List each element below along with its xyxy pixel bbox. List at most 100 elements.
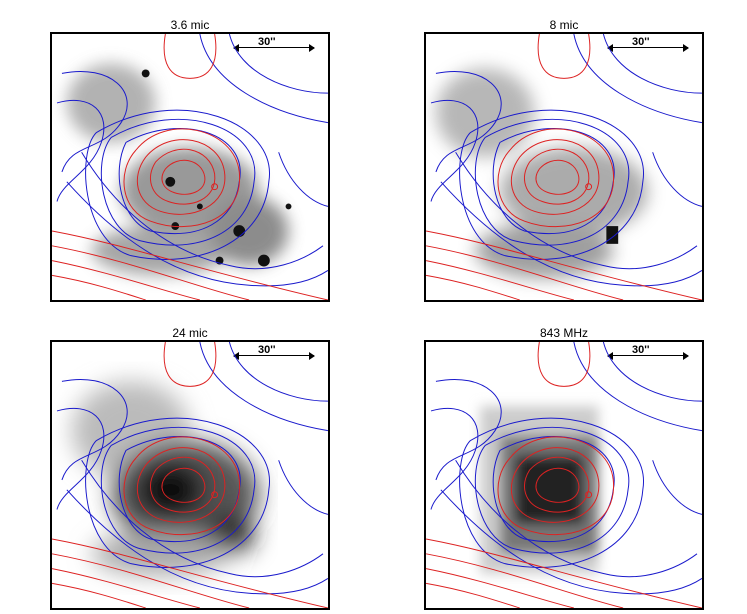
scale-bar: 30'' [607,344,689,360]
panel-title: 24 mic [172,326,208,340]
low-level-contour [66,181,328,287]
low-level-contour [573,342,702,432]
high-level-contour [426,568,574,608]
high-level-contour [163,34,217,79]
low-level-contour [602,342,702,402]
panel-title: 843 MHz [539,326,589,340]
contour-overlay [426,34,702,300]
high-level-contour [497,436,614,536]
low-level-contour [474,426,630,554]
panel-title: 3.6 mic [170,18,210,32]
high-level-contour [52,582,146,608]
high-level-contour [426,553,624,608]
high-level-contour [123,128,240,228]
high-level-contour [524,456,590,513]
low-level-contour [440,181,702,287]
high-level-contour [426,260,574,300]
low-level-contour [455,151,698,270]
peak-marker [585,491,593,499]
low-level-contour [199,342,328,432]
infrared-8-image [435,68,648,279]
high-level-contour [52,245,250,300]
infrared-24-image [71,381,259,576]
low-level-contour [652,152,702,207]
high-level-contour [161,467,206,503]
high-level-contour [52,274,146,300]
low-level-contour [278,460,328,515]
high-level-contour [150,456,216,513]
scale-label: 30'' [632,36,650,48]
high-level-contour [52,230,328,300]
low-level-contour [85,109,270,260]
low-level-contour [81,459,324,578]
low-level-contour [100,118,256,246]
low-level-contour [199,34,328,124]
low-level-contour [652,460,702,515]
low-level-contour [61,379,128,481]
high-level-contour [537,342,591,387]
low-level-contour [56,407,105,510]
high-level-contour [52,568,200,608]
low-level-contour [56,99,105,202]
high-level-contour [123,436,240,536]
low-level-contour [278,152,328,207]
high-level-contour [524,148,590,205]
high-level-contour [510,139,600,215]
scale-bar: 30'' [233,36,315,52]
peak-marker [211,491,219,499]
high-level-contour [150,148,216,205]
low-level-contour [459,417,644,568]
high-level-contour [426,274,520,300]
scale-label: 30'' [632,344,650,356]
scale-label: 30'' [258,36,276,48]
high-level-contour [537,34,591,79]
contour-overlay [426,342,702,608]
scale-bar: 30'' [607,36,689,52]
low-level-contour [81,151,324,270]
image-panel-24-mic: 30'' [50,340,330,610]
high-level-contour [426,582,520,608]
low-level-contour [430,99,479,202]
scale-label: 30'' [258,344,276,356]
high-level-contour [136,447,226,523]
low-level-contour [85,417,270,568]
low-level-contour [66,489,328,595]
image-panel-3-6-mic: 30'' [50,32,330,302]
high-level-contour [52,553,250,608]
peak-marker [211,183,219,191]
low-level-contour [455,459,698,578]
low-level-contour [228,342,328,402]
low-level-contour [573,34,702,124]
low-level-contour [474,118,630,246]
high-level-contour [426,538,702,608]
high-level-contour [161,159,206,195]
scale-arrow [233,352,315,360]
high-level-contour [163,342,217,387]
low-level-contour [440,489,702,595]
low-level-contour [459,109,644,260]
low-level-contour [430,407,479,510]
scale-arrow [233,44,315,52]
panel-title: 8 mic [549,18,579,32]
high-level-contour [136,139,226,215]
high-level-contour [52,538,328,608]
image-panel-8-mic: 30'' [424,32,704,302]
low-level-contour [100,426,256,554]
scale-bar: 30'' [233,344,315,360]
low-level-contour [602,34,702,94]
high-level-contour [426,230,702,300]
image-panel-843-mhz: 30'' [424,340,704,610]
high-level-contour [426,245,624,300]
contour-overlay [52,342,328,608]
high-level-contour [535,467,580,503]
low-level-contour [435,71,502,173]
high-level-contour [535,159,580,195]
high-level-contour [497,128,614,228]
low-level-contour [228,34,328,94]
scale-arrow [607,44,689,52]
low-level-contour [435,379,502,481]
low-level-contour [61,71,128,173]
high-level-contour [510,447,600,523]
peak-marker [585,183,593,191]
high-level-contour [52,260,200,300]
